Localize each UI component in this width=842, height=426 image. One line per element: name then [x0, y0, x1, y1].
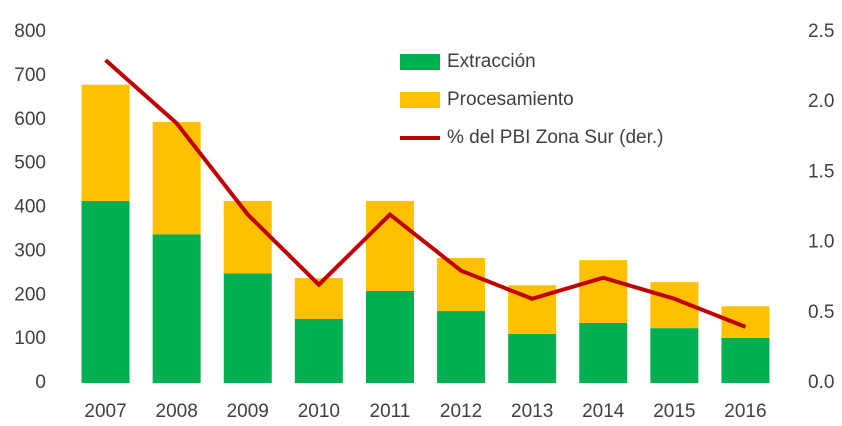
y-tick-label: 300: [14, 240, 46, 261]
legend-label: Procesamiento: [447, 89, 574, 110]
x-tick-label: 2010: [298, 401, 340, 422]
y-tick-label: 100: [14, 328, 46, 349]
legend-label: % del PBI Zona Sur (der.): [447, 127, 664, 148]
x-tick-label: 2012: [440, 401, 482, 422]
bar-segment: [152, 234, 201, 383]
bar-segment: [579, 322, 628, 383]
legend-swatch: [400, 54, 440, 70]
line-series: [104, 58, 747, 329]
x-tick-label: 2011: [370, 401, 411, 422]
y-tick-label: 400: [14, 197, 46, 218]
y2-tick-label: 2.5: [808, 21, 834, 42]
x-tick-label: 2016: [724, 401, 766, 422]
y2-tick-label: 0.0: [808, 372, 834, 393]
bar-segment: [365, 290, 414, 383]
legend-label: Extracción: [447, 51, 536, 72]
x-tick-label: 2008: [156, 401, 198, 422]
y2-tick-label: 2.0: [808, 91, 834, 112]
y-tick-label: 700: [14, 65, 46, 86]
bar-segment: [81, 84, 130, 201]
y2-tick-label: 1.0: [808, 232, 834, 253]
legend-swatch: [400, 92, 440, 108]
bar-segment: [152, 121, 201, 235]
bar-segment: [294, 318, 343, 383]
x-tick-label: 2015: [653, 401, 695, 422]
y2-tick-label: 0.5: [808, 302, 834, 323]
bar-segment: [437, 311, 486, 383]
x-tick-label: 2014: [582, 401, 625, 422]
bar-segment: [721, 337, 770, 383]
y2-tick-label: 1.5: [808, 161, 834, 182]
x-tick-label: 2007: [84, 401, 126, 422]
y-tick-label: 500: [14, 153, 46, 174]
bar-segment: [437, 257, 486, 312]
bar-segment: [579, 260, 628, 323]
y-tick-label: 600: [14, 109, 46, 130]
x-tick-label: 2013: [511, 401, 553, 422]
x-tick-label: 2009: [227, 401, 269, 422]
bar-segment: [650, 328, 699, 383]
y-tick-label: 800: [14, 21, 46, 42]
bar-segment: [81, 200, 130, 383]
y-tick-label: 0: [35, 372, 46, 393]
bar-segment: [508, 333, 557, 383]
y-tick-label: 200: [14, 284, 46, 305]
bar-segment: [223, 273, 272, 383]
